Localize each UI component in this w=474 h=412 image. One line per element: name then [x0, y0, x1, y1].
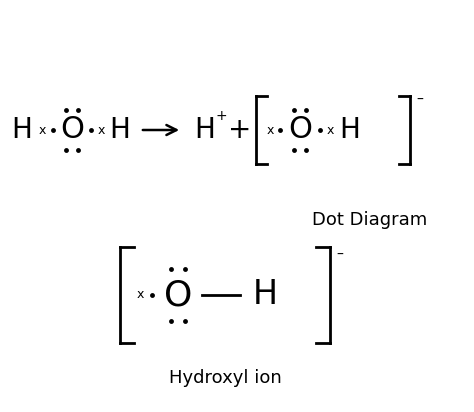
Text: x: x: [97, 124, 105, 136]
Text: +: +: [228, 116, 252, 144]
Text: O: O: [60, 115, 84, 145]
Text: O: O: [164, 278, 192, 312]
Text: Hydroxyl ion: Hydroxyl ion: [169, 369, 282, 387]
Text: x: x: [326, 124, 334, 136]
Text: –: –: [337, 248, 344, 262]
Text: O: O: [288, 115, 312, 145]
Text: +: +: [215, 109, 227, 123]
Text: H: H: [253, 279, 277, 311]
Text: H: H: [109, 116, 130, 144]
Text: x: x: [266, 124, 273, 136]
Text: H: H: [339, 116, 360, 144]
Text: x: x: [137, 288, 144, 302]
Text: –: –: [417, 93, 423, 107]
Text: H: H: [11, 116, 32, 144]
Text: H: H: [194, 116, 216, 144]
Text: x: x: [38, 124, 46, 136]
Text: Dot Diagram: Dot Diagram: [312, 211, 428, 229]
